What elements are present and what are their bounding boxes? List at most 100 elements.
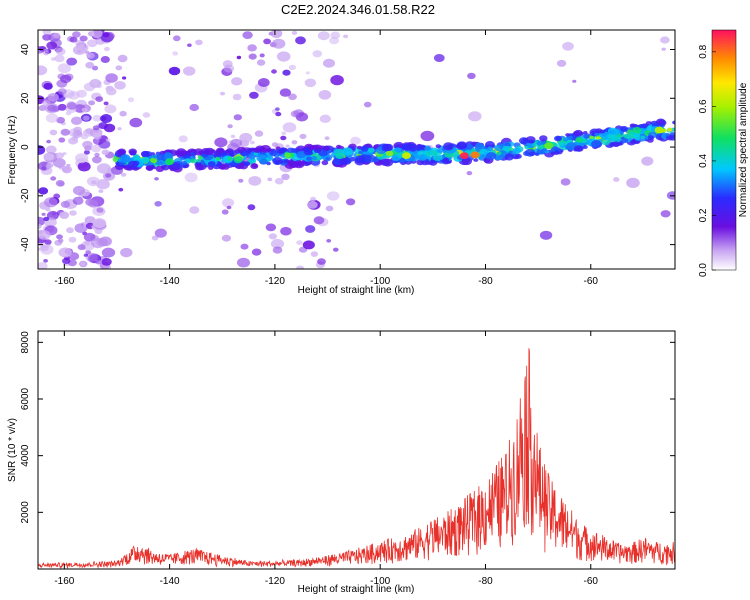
spectrogram-cell xyxy=(254,130,264,137)
spectrogram-cell xyxy=(226,205,232,210)
spectrogram-cell xyxy=(75,130,83,136)
spectrogram-x-tick-label: -60 xyxy=(584,276,599,287)
snr-y-ticks: 2000 4000 6000 8000 xyxy=(20,331,675,523)
spectrogram-cell xyxy=(66,102,77,110)
spectrogram-cell xyxy=(623,133,631,139)
spectrogram-cell xyxy=(57,238,64,243)
spectrogram-cell xyxy=(360,145,369,152)
spectrogram-cell xyxy=(672,120,675,125)
spectrogram-cell xyxy=(470,151,480,159)
spectrogram-cell xyxy=(187,43,192,47)
spectrogram-cell xyxy=(66,57,78,66)
spectrogram-frame xyxy=(37,29,676,270)
spectrogram-cell xyxy=(160,165,166,169)
spectrogram-cell xyxy=(129,117,143,128)
spectrogram-cell xyxy=(285,144,290,148)
spectrogram-cell xyxy=(40,244,54,255)
spectrogram-cell xyxy=(84,145,92,151)
spectrogram-cell xyxy=(305,71,310,75)
spectrogram-cell xyxy=(280,153,286,158)
spectrogram-cell xyxy=(253,152,258,156)
spectrogram-cell xyxy=(487,146,493,151)
spectrogram-cell xyxy=(181,160,188,166)
spectrogram-cell xyxy=(60,74,72,84)
spectrogram-cell xyxy=(81,107,88,113)
spectrogram-cell xyxy=(122,76,127,80)
spectrogram-cell xyxy=(620,125,628,132)
spectrogram-cell xyxy=(156,153,166,160)
spectrogram-cell xyxy=(38,65,48,76)
spectrogram-cell xyxy=(43,216,50,222)
spectrogram-cell xyxy=(77,43,89,53)
spectrogram-cell xyxy=(270,30,283,38)
spectrogram-cell xyxy=(250,163,259,170)
spectrogram-cell xyxy=(271,142,279,148)
spectrogram-cell xyxy=(71,116,83,126)
spectrogram-cell xyxy=(309,145,316,150)
snr-x-tick-label: -140 xyxy=(160,576,180,587)
spectrogram-cell xyxy=(83,253,89,257)
spectrogram-cell xyxy=(317,258,326,265)
spectrogram-cell xyxy=(74,139,79,143)
spectrogram-cell xyxy=(50,176,57,181)
spectrogram-cell xyxy=(350,136,361,145)
snr-y-tick-label: 4000 xyxy=(20,444,31,467)
spectrogram-cell xyxy=(284,152,291,158)
spectrogram-cell xyxy=(248,176,262,186)
spectrogram-cell xyxy=(231,77,243,86)
spectrogram-cell xyxy=(275,107,280,111)
spectrogram-cell xyxy=(629,123,636,128)
spectrogram-cell xyxy=(51,212,57,216)
spectrogram-cell xyxy=(41,166,47,171)
spectrogram-cell xyxy=(105,73,118,83)
spectrogram-cell xyxy=(207,161,216,167)
snr-y-axis-label: SNR (10 * v/v) xyxy=(7,418,18,482)
spectrogram-cell xyxy=(400,158,406,163)
spectrogram-cell xyxy=(269,150,278,157)
spectrogram-cell xyxy=(55,180,65,187)
spectrogram-cell xyxy=(335,152,344,159)
spectrogram-cell xyxy=(333,247,339,252)
spectrogram-cell xyxy=(248,53,257,60)
figure-title: C2E2.2024.346.01.58.R22 xyxy=(281,2,435,17)
spectrogram-y-tick-label: 40 xyxy=(20,44,31,56)
spectrogram-cell xyxy=(189,103,199,112)
spectrogram-cell xyxy=(302,240,315,250)
spectrogram-cell xyxy=(238,149,244,154)
snr-x-tick-label: -100 xyxy=(370,576,390,587)
spectrogram-cell xyxy=(667,127,673,132)
snr-x-tick-label: -120 xyxy=(265,576,285,587)
spectrogram-cell xyxy=(80,261,86,267)
spectrogram-cell xyxy=(243,161,251,167)
spectrogram-cell xyxy=(475,142,484,149)
spectrogram-cell xyxy=(230,138,243,148)
spectrogram-cell xyxy=(83,150,90,155)
spectrogram-cell xyxy=(127,160,139,169)
spectrogram-cell xyxy=(87,253,101,264)
spectrogram-cell xyxy=(59,211,70,219)
spectrogram-cell xyxy=(288,93,297,101)
spectrogram-cell xyxy=(193,148,204,156)
spectrogram-cell xyxy=(257,78,270,87)
spectrogram-cell xyxy=(92,218,107,229)
spectrogram-cell xyxy=(563,137,569,142)
spectrogram-cell xyxy=(57,103,67,111)
spectrogram-cell xyxy=(236,55,242,60)
spectrogram-cell xyxy=(574,145,583,152)
spectrogram-cell xyxy=(310,251,319,257)
spectrogram-cell xyxy=(317,31,330,41)
snr-y-tick-label: 6000 xyxy=(20,387,31,410)
spectrogram-cell xyxy=(215,156,221,161)
spectrogram-cell xyxy=(336,144,342,149)
spectrogram-cell xyxy=(329,36,340,45)
spectrogram-cell xyxy=(99,116,107,121)
spectrogram-cell xyxy=(280,135,287,141)
spectrogram-cell xyxy=(58,247,72,258)
spectrogram-cell xyxy=(270,238,285,249)
spectrogram-cell xyxy=(518,137,529,145)
spectrogram-cell xyxy=(251,248,262,256)
spectrogram-cell xyxy=(461,157,472,166)
spectrogram-cell xyxy=(423,145,431,151)
snr-x-tick-label: -80 xyxy=(478,576,493,587)
